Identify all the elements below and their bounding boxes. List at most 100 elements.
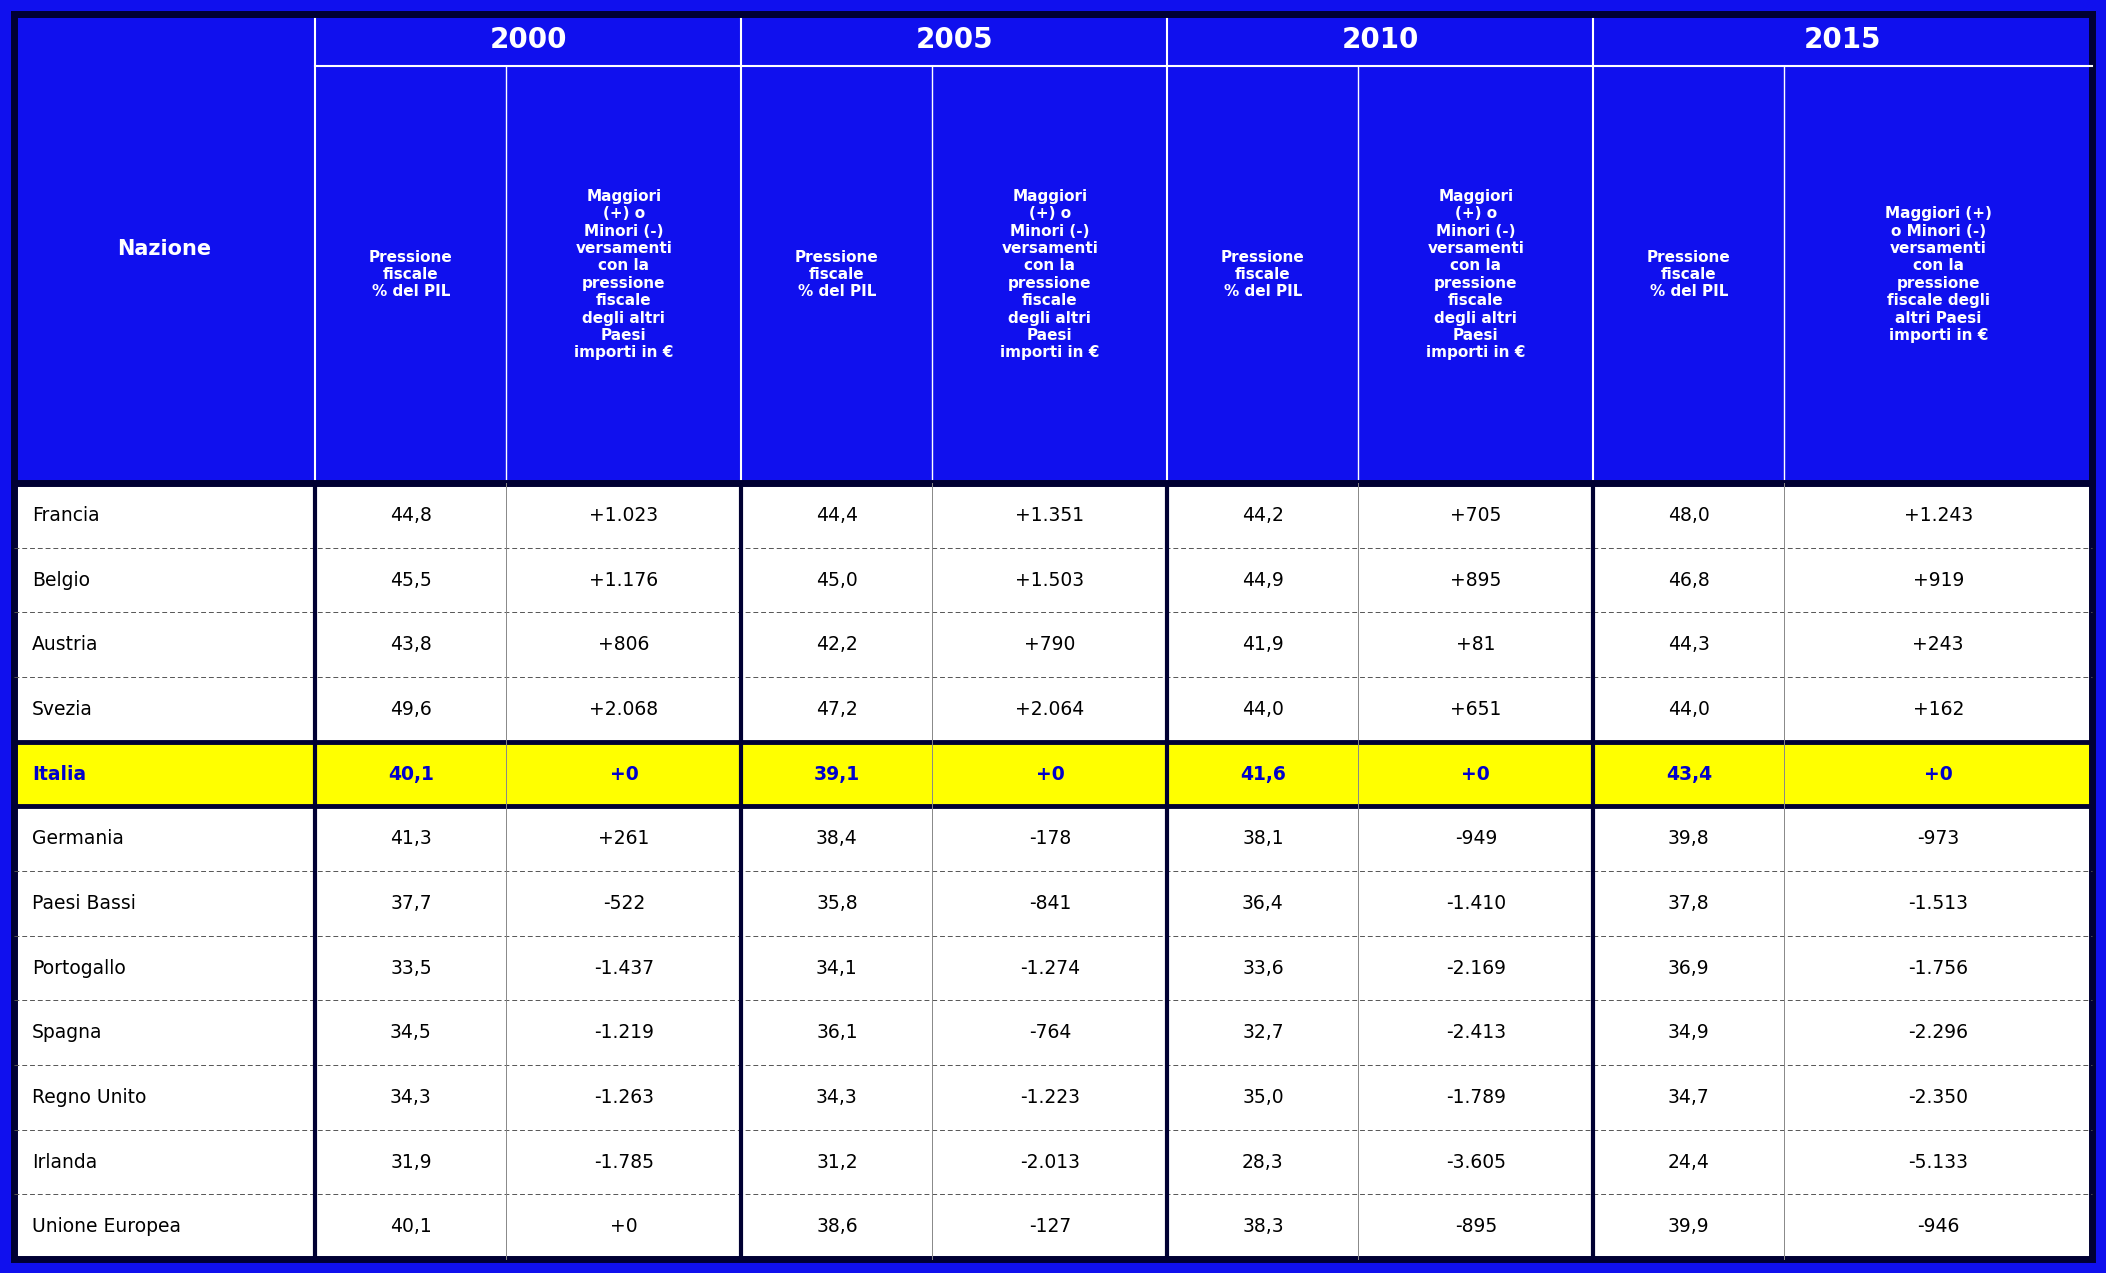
Text: -895: -895 bbox=[1455, 1217, 1497, 1236]
Text: Germania: Germania bbox=[32, 829, 124, 848]
Text: +1.176: +1.176 bbox=[590, 570, 659, 589]
Text: +1.243: +1.243 bbox=[1904, 505, 1973, 524]
Text: 35,8: 35,8 bbox=[817, 894, 857, 913]
Text: 37,8: 37,8 bbox=[1668, 894, 1710, 913]
Text: Pressione
fiscale
% del PIL: Pressione fiscale % del PIL bbox=[1221, 250, 1306, 299]
Text: Pressione
fiscale
% del PIL: Pressione fiscale % del PIL bbox=[794, 250, 878, 299]
Text: Spagna: Spagna bbox=[32, 1023, 103, 1043]
Text: 49,6: 49,6 bbox=[390, 700, 432, 719]
Text: 48,0: 48,0 bbox=[1668, 505, 1710, 524]
Text: 2015: 2015 bbox=[1805, 25, 1881, 53]
Text: Italia: Italia bbox=[32, 765, 86, 784]
Text: +0: +0 bbox=[1462, 765, 1491, 784]
Text: 44,2: 44,2 bbox=[1243, 505, 1285, 524]
Text: Maggiori
(+) o
Minori (-)
versamenti
con la
pressione
fiscale
degli altri
Paesi
: Maggiori (+) o Minori (-) versamenti con… bbox=[575, 188, 674, 360]
Text: +651: +651 bbox=[1451, 700, 1502, 719]
Text: Maggiori
(+) o
Minori (-)
versamenti
con la
pressione
fiscale
degli altri
Paesi
: Maggiori (+) o Minori (-) versamenti con… bbox=[1426, 188, 1525, 360]
Text: -1.437: -1.437 bbox=[594, 959, 655, 978]
Text: Nazione: Nazione bbox=[118, 238, 213, 258]
Text: 47,2: 47,2 bbox=[815, 700, 857, 719]
Text: -949: -949 bbox=[1455, 829, 1497, 848]
Text: 39,1: 39,1 bbox=[813, 765, 859, 784]
Text: -973: -973 bbox=[1916, 829, 1959, 848]
Text: Maggiori (+)
o Minori (-)
versamenti
con la
pressione
fiscale degli
altri Paesi
: Maggiori (+) o Minori (-) versamenti con… bbox=[1885, 206, 1992, 342]
Text: 33,6: 33,6 bbox=[1243, 959, 1285, 978]
Text: 44,0: 44,0 bbox=[1668, 700, 1710, 719]
Text: Unione Europea: Unione Europea bbox=[32, 1217, 181, 1236]
Text: Austria: Austria bbox=[32, 635, 99, 654]
Text: Irlanda: Irlanda bbox=[32, 1152, 97, 1171]
Text: +705: +705 bbox=[1451, 505, 1502, 524]
Text: 34,7: 34,7 bbox=[1668, 1088, 1710, 1106]
Text: 39,8: 39,8 bbox=[1668, 829, 1710, 848]
Text: 35,0: 35,0 bbox=[1243, 1088, 1285, 1106]
Text: +81: +81 bbox=[1455, 635, 1495, 654]
Text: Svezia: Svezia bbox=[32, 700, 93, 719]
Text: 31,9: 31,9 bbox=[390, 1152, 432, 1171]
Text: Belgio: Belgio bbox=[32, 570, 91, 589]
Text: 36,9: 36,9 bbox=[1668, 959, 1710, 978]
Text: +2.068: +2.068 bbox=[590, 700, 659, 719]
Text: 34,3: 34,3 bbox=[390, 1088, 432, 1106]
Text: -2.296: -2.296 bbox=[1908, 1023, 1969, 1043]
Text: +162: +162 bbox=[1912, 700, 1965, 719]
Text: -2.413: -2.413 bbox=[1447, 1023, 1506, 1043]
Text: Paesi Bassi: Paesi Bassi bbox=[32, 894, 137, 913]
Text: +1.351: +1.351 bbox=[1015, 505, 1085, 524]
Text: 38,4: 38,4 bbox=[815, 829, 857, 848]
Text: 36,1: 36,1 bbox=[817, 1023, 857, 1043]
Text: +919: +919 bbox=[1912, 570, 1965, 589]
Text: +261: +261 bbox=[598, 829, 649, 848]
Text: -2.169: -2.169 bbox=[1447, 959, 1506, 978]
Text: 2010: 2010 bbox=[1342, 25, 1419, 53]
Text: -127: -127 bbox=[1028, 1217, 1072, 1236]
Text: 44,9: 44,9 bbox=[1243, 570, 1285, 589]
Text: 44,3: 44,3 bbox=[1668, 635, 1710, 654]
Text: 2000: 2000 bbox=[489, 25, 567, 53]
Text: 28,3: 28,3 bbox=[1243, 1152, 1285, 1171]
Text: 34,9: 34,9 bbox=[1668, 1023, 1710, 1043]
Text: +0: +0 bbox=[1036, 765, 1064, 784]
Text: +243: +243 bbox=[1912, 635, 1965, 654]
Text: +790: +790 bbox=[1024, 635, 1076, 654]
Text: 39,9: 39,9 bbox=[1668, 1217, 1710, 1236]
Text: Pressione
fiscale
% del PIL: Pressione fiscale % del PIL bbox=[369, 250, 453, 299]
Text: 31,2: 31,2 bbox=[817, 1152, 857, 1171]
Text: 24,4: 24,4 bbox=[1668, 1152, 1710, 1171]
Text: 34,3: 34,3 bbox=[815, 1088, 857, 1106]
Text: 44,4: 44,4 bbox=[815, 505, 857, 524]
Text: +0: +0 bbox=[1925, 765, 1952, 784]
Text: 44,8: 44,8 bbox=[390, 505, 432, 524]
Text: -2.350: -2.350 bbox=[1908, 1088, 1969, 1106]
Text: +806: +806 bbox=[598, 635, 649, 654]
Text: -1.513: -1.513 bbox=[1908, 894, 1969, 913]
Text: -1.219: -1.219 bbox=[594, 1023, 653, 1043]
Text: -1.274: -1.274 bbox=[1019, 959, 1080, 978]
Text: 42,2: 42,2 bbox=[815, 635, 857, 654]
Text: 45,0: 45,0 bbox=[815, 570, 857, 589]
Text: -764: -764 bbox=[1028, 1023, 1072, 1043]
Text: -946: -946 bbox=[1916, 1217, 1959, 1236]
Text: 32,7: 32,7 bbox=[1243, 1023, 1285, 1043]
Text: 38,6: 38,6 bbox=[817, 1217, 857, 1236]
Text: -1.756: -1.756 bbox=[1908, 959, 1969, 978]
Text: 34,1: 34,1 bbox=[815, 959, 857, 978]
Text: 40,1: 40,1 bbox=[388, 765, 434, 784]
Text: 38,1: 38,1 bbox=[1243, 829, 1285, 848]
Text: -1.789: -1.789 bbox=[1447, 1088, 1506, 1106]
Text: -178: -178 bbox=[1028, 829, 1072, 848]
Text: +0: +0 bbox=[609, 765, 638, 784]
Text: -1.785: -1.785 bbox=[594, 1152, 653, 1171]
Text: 45,5: 45,5 bbox=[390, 570, 432, 589]
Text: -1.223: -1.223 bbox=[1019, 1088, 1080, 1106]
Text: 37,7: 37,7 bbox=[390, 894, 432, 913]
Text: -1.410: -1.410 bbox=[1447, 894, 1506, 913]
Text: +1.023: +1.023 bbox=[590, 505, 659, 524]
Text: -5.133: -5.133 bbox=[1908, 1152, 1969, 1171]
Text: -1.263: -1.263 bbox=[594, 1088, 653, 1106]
Text: 44,0: 44,0 bbox=[1243, 700, 1285, 719]
Text: Maggiori
(+) o
Minori (-)
versamenti
con la
pressione
fiscale
degli altri
Paesi
: Maggiori (+) o Minori (-) versamenti con… bbox=[1000, 188, 1099, 360]
Text: 41,6: 41,6 bbox=[1240, 765, 1287, 784]
Text: Regno Unito: Regno Unito bbox=[32, 1088, 147, 1106]
Text: 38,3: 38,3 bbox=[1243, 1217, 1285, 1236]
